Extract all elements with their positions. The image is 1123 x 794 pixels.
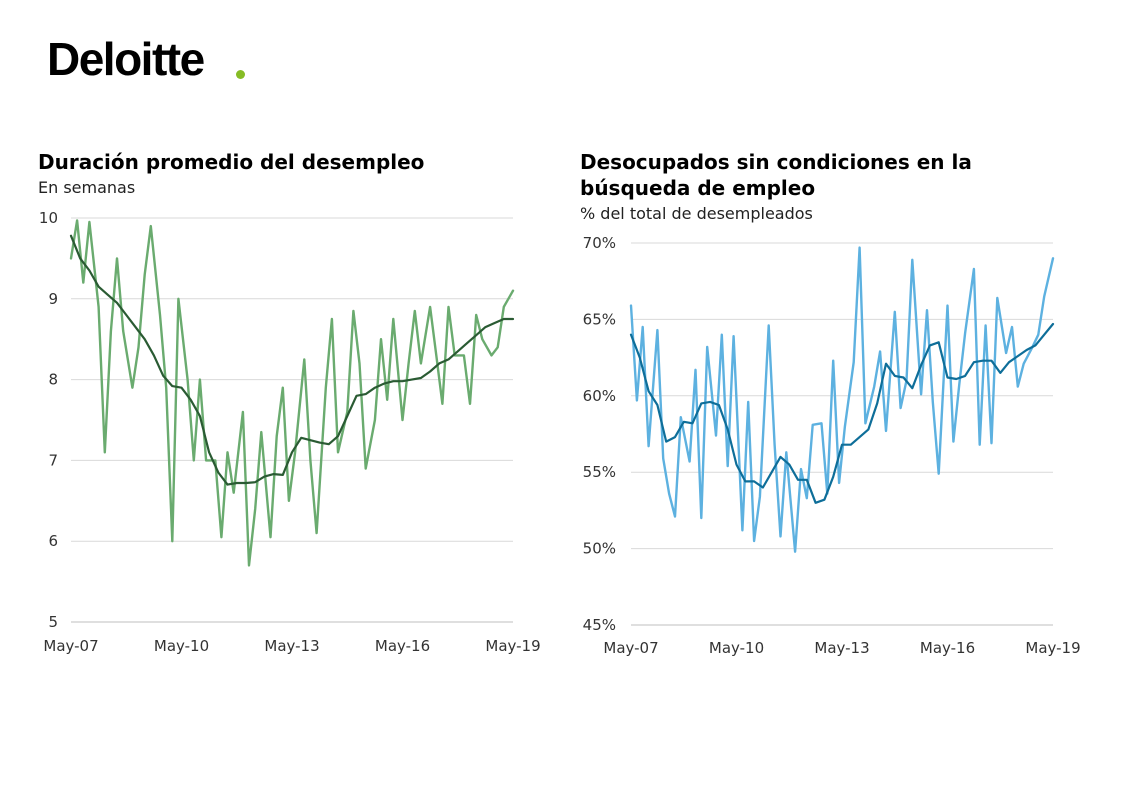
x-tick-label: May-07	[43, 637, 98, 655]
x-tick-label: May-10	[154, 637, 209, 655]
raw-series-line	[69, 219, 515, 567]
x-tick-label: May-19	[1025, 639, 1080, 657]
deloitte-logo: Deloitte	[47, 33, 205, 85]
right-chart-title-line2: búsqueda de empleo	[580, 176, 816, 200]
trend-series-line	[629, 322, 1055, 504]
x-tick-label: May-19	[485, 637, 540, 655]
y-tick-label: 60%	[583, 387, 616, 405]
right-chart-subtitle: % del total de desempleados	[580, 204, 813, 223]
x-tick-label: May-16	[375, 637, 430, 655]
y-tick-label: 45%	[583, 616, 616, 634]
x-tick-label: May-07	[603, 639, 658, 657]
x-tick-label: May-10	[709, 639, 764, 657]
y-tick-label: 55%	[583, 463, 616, 481]
y-tick-label: 9	[48, 290, 58, 308]
y-tick-label: 5	[48, 613, 58, 631]
x-tick-label: May-13	[814, 639, 869, 657]
raw-series-line	[629, 246, 1055, 553]
x-tick-label: May-13	[264, 637, 319, 655]
y-tick-label: 70%	[583, 234, 616, 252]
right-chart-title-line1: Desocupados sin condiciones en la	[580, 150, 972, 174]
x-tick-label: May-16	[920, 639, 975, 657]
logo-dot	[236, 70, 245, 79]
y-tick-label: 50%	[583, 540, 616, 558]
left-chart-title: Duración promedio del desempleo	[38, 150, 425, 174]
left-chart-subtitle: En semanas	[38, 178, 136, 197]
y-tick-label: 8	[48, 371, 58, 389]
y-tick-label: 7	[48, 451, 58, 469]
trend-series-line	[69, 234, 515, 486]
y-tick-label: 65%	[583, 310, 616, 328]
y-tick-label: 10	[39, 209, 58, 227]
y-tick-label: 6	[48, 532, 58, 550]
